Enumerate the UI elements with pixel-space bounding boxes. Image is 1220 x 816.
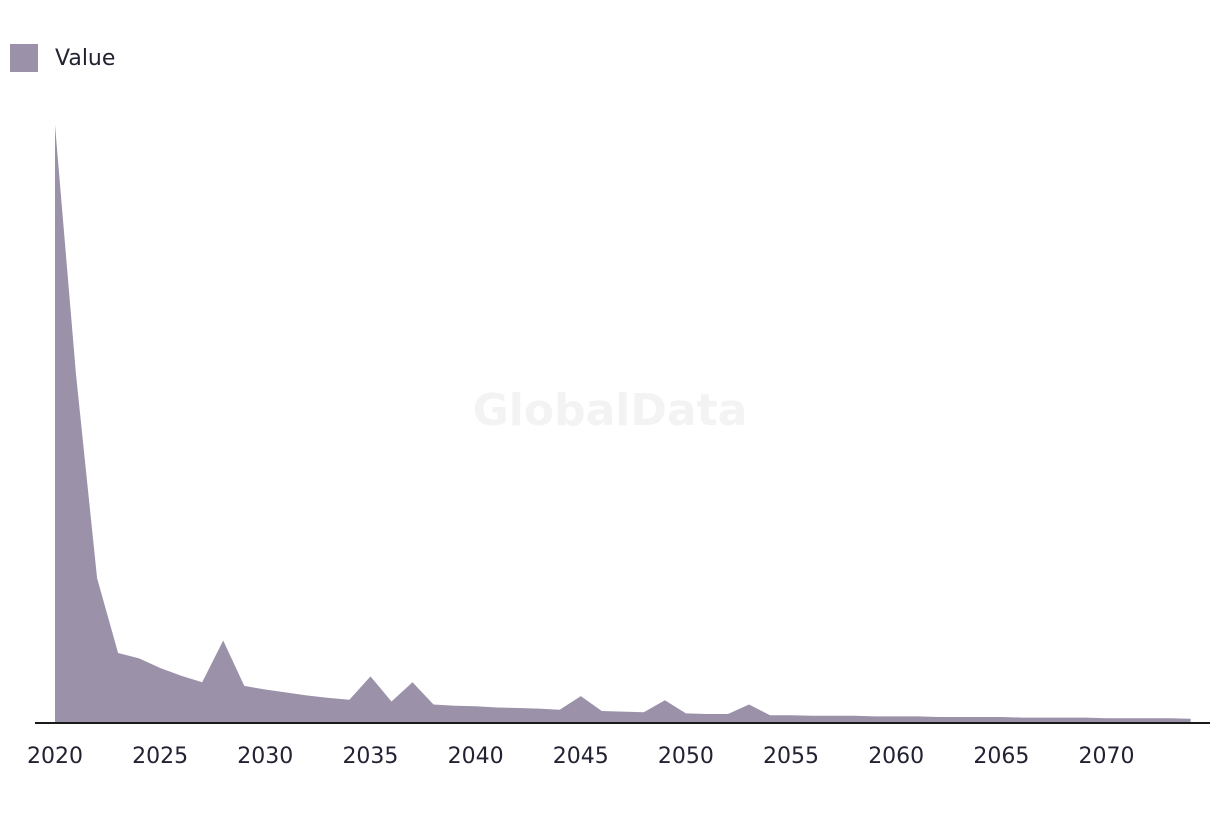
x-tick-label: 2040 — [448, 744, 504, 769]
x-tick-label: 2050 — [658, 744, 714, 769]
x-tick-label: 2030 — [237, 744, 293, 769]
x-tick-label: 2060 — [868, 744, 924, 769]
x-tick-label: 2055 — [763, 744, 819, 769]
x-tick-label: 2035 — [342, 744, 398, 769]
legend-swatch — [10, 44, 38, 72]
x-tick-label: 2020 — [27, 744, 83, 769]
x-tick-label: 2025 — [132, 744, 188, 769]
x-tick-label: 2045 — [553, 744, 609, 769]
x-axis-ticks: 2020 2025 2030 2035 2040 2045 2050 2055 2060 2065… — [27, 744, 1135, 769]
legend-label: Value — [55, 45, 116, 71]
x-tick-label: 2070 — [1079, 744, 1135, 769]
legend: Value — [10, 44, 115, 72]
x-tick-label: 2065 — [973, 744, 1029, 769]
watermark: GlobalData — [473, 385, 748, 436]
